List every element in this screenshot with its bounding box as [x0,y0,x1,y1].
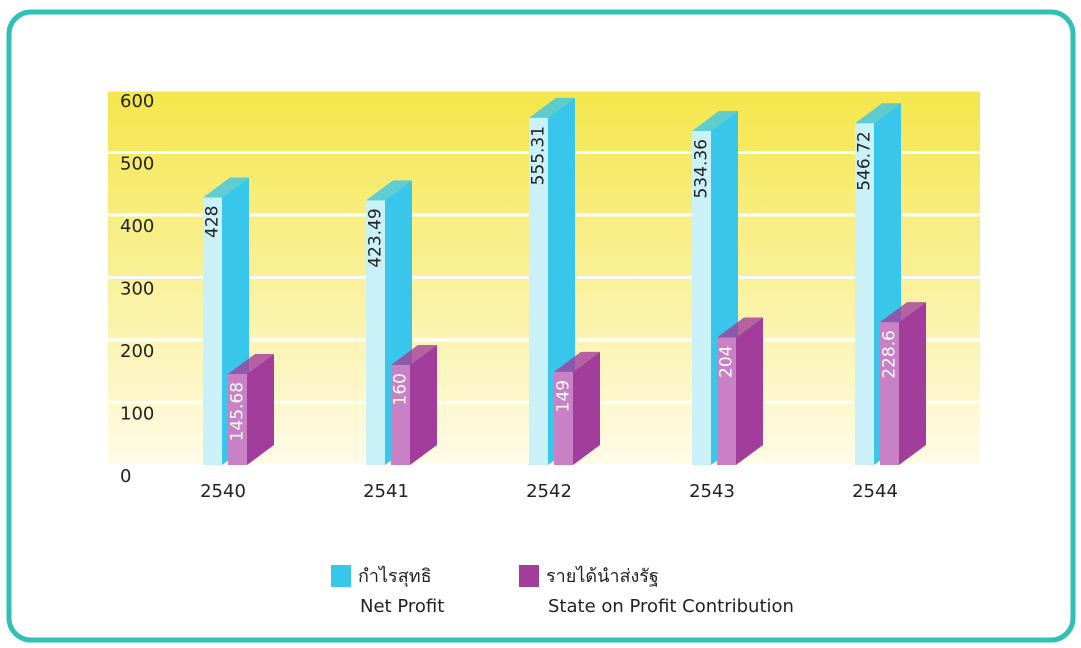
y-tick-label: 500 [120,154,154,175]
bar-top [880,302,926,323]
bar [717,317,763,465]
y-tick-label: 100 [120,404,154,425]
bar-front [529,117,548,466]
bar-front [880,322,899,465]
bar-top [717,317,763,338]
bar-front [692,131,711,465]
bar-top [554,351,600,372]
bar-top [855,103,901,124]
bar-top [228,353,274,374]
bar-top [366,180,412,201]
value-label: 160 [391,373,411,405]
bar-side [247,353,274,465]
y-tick-label: 200 [120,341,154,362]
value-label: 145.68 [228,382,248,441]
value-label: 228.6 [880,330,900,379]
bar-side [736,317,763,465]
bar [554,351,600,465]
bar-front [203,197,222,465]
y-tick-label: 600 [120,91,154,112]
bar-side [573,351,600,465]
bar-front [366,200,385,465]
y-tick-label: 300 [120,279,154,300]
bar-top [692,111,738,132]
x-tick-label: 2544 [852,481,898,502]
value-label: 546.72 [855,131,875,190]
legend-label: State on Profit Contribution [548,596,794,617]
legend-swatch [331,565,351,587]
bar-side [899,302,926,465]
bar [228,353,274,465]
x-tick-label: 2543 [689,481,735,502]
bar-front [391,365,410,465]
bar-front [855,123,874,466]
value-label: 204 [717,346,737,378]
bar [880,302,926,465]
bar-front [554,371,573,465]
legend-label: Net Profit [360,596,444,617]
x-tick-label: 2541 [363,481,409,502]
bar-top [391,345,437,365]
legend-swatch [519,565,539,587]
bar-front [717,337,736,465]
value-label: 428 [203,206,223,238]
value-label: 149 [554,380,574,412]
x-tick-label: 2540 [200,481,246,502]
bar-side [410,345,437,465]
legend-label: รายได้นำส่งรัฐ [546,565,659,587]
y-tick-label: 400 [120,216,154,237]
legend-label: กำไรสุทธิ [358,565,432,587]
bar-top [529,97,575,118]
bar [391,345,437,465]
value-label: 423.49 [366,208,386,267]
value-label: 555.31 [529,126,549,185]
bar-top [203,177,249,198]
bar-front [228,373,247,465]
y-tick-label: 0 [120,466,131,487]
x-tick-label: 2542 [526,481,572,502]
value-label: 534.36 [692,139,712,198]
